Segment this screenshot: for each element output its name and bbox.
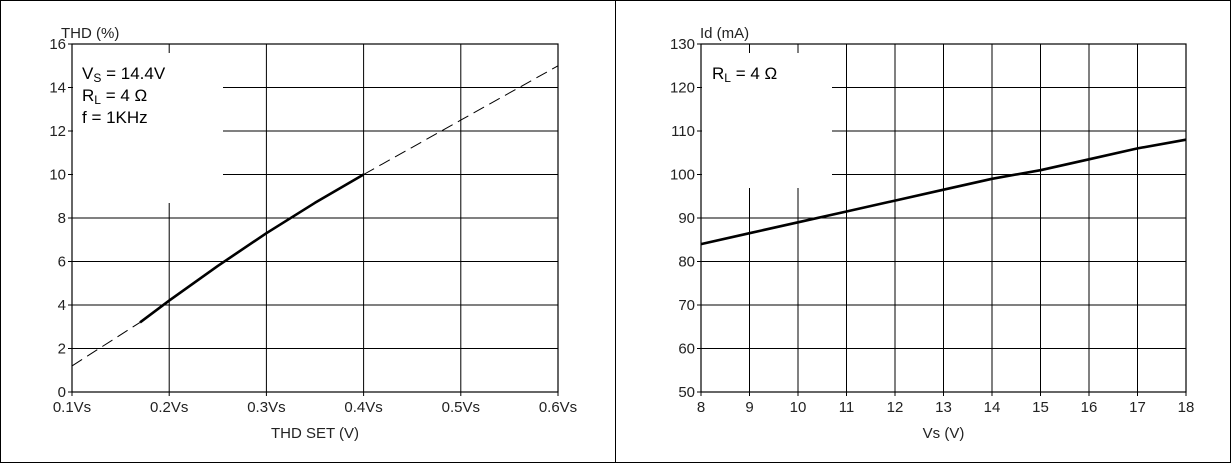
chart-annotation: RL = 4 Ω bbox=[82, 86, 147, 107]
series-line-dashed bbox=[363, 65, 559, 175]
annotation-mask bbox=[73, 53, 223, 203]
y-tick-label: 100 bbox=[670, 167, 695, 184]
id-chart: 8 9 10 11 12 13 14 15 16 17 18 50 60 70 80 90 100 110 120 1… bbox=[670, 25, 1195, 442]
thd-chart-panel: 0.1Vs 0.2Vs 0.3Vs 0.4Vs 0.5Vs 0.6Vs 0 2 4 6 8 10 12 1… bbox=[0, 0, 616, 463]
x-axis-label: Vs (V) bbox=[923, 425, 965, 442]
thd-chart: 0.1Vs 0.2Vs 0.3Vs 0.4Vs 0.5Vs 0.6Vs 0 2 4 6 8 10 12 1… bbox=[49, 25, 577, 442]
y-tick-label: 2 bbox=[58, 341, 66, 358]
series-line bbox=[139, 173, 365, 324]
x-axis-label: THD SET (V) bbox=[271, 425, 359, 442]
y-tick-label: 50 bbox=[678, 384, 695, 401]
x-tick-label: 0.6Vs bbox=[539, 399, 577, 416]
x-tick-label: 12 bbox=[887, 399, 904, 416]
y-tick-label: 4 bbox=[58, 297, 66, 314]
x-tick-label: 13 bbox=[935, 399, 952, 416]
x-tick-label: 0.2Vs bbox=[150, 399, 188, 416]
x-tick-label: 10 bbox=[790, 399, 807, 416]
x-tick-label: 17 bbox=[1129, 399, 1146, 416]
x-tick-label: 14 bbox=[984, 399, 1001, 416]
y-tick-label: 6 bbox=[58, 254, 66, 271]
id-chart-panel: 8 9 10 11 12 13 14 15 16 17 18 50 60 70 80 90 100 110 120 1… bbox=[615, 0, 1231, 463]
series-line-dashed bbox=[71, 321, 141, 367]
y-tick-label: 60 bbox=[678, 341, 695, 358]
x-tick-label: 0.5Vs bbox=[442, 399, 480, 416]
x-tick-label: 11 bbox=[839, 399, 855, 416]
y-tick-label: 90 bbox=[678, 210, 695, 227]
y-tick-label: 110 bbox=[671, 123, 695, 140]
y-tick-label: 12 bbox=[49, 123, 66, 140]
x-tick-label: 16 bbox=[1081, 399, 1098, 416]
x-tick-label: 0.3Vs bbox=[247, 399, 285, 416]
y-tick-label: 14 bbox=[49, 80, 66, 97]
y-tick-label: 8 bbox=[58, 210, 66, 227]
x-tick-label: 8 bbox=[697, 399, 705, 416]
y-tick-label: 70 bbox=[678, 297, 695, 314]
y-tick-label: 80 bbox=[678, 254, 695, 271]
y-tick-label: 130 bbox=[670, 36, 695, 53]
chart-annotation: RL = 4 Ω bbox=[712, 64, 777, 85]
y-tick-label: 10 bbox=[49, 167, 66, 184]
annotation-mask bbox=[702, 53, 832, 188]
x-tick-label: 0.1Vs bbox=[53, 399, 91, 416]
x-tick-label: 18 bbox=[1178, 399, 1195, 416]
y-tick-label: 0 bbox=[58, 384, 66, 401]
x-tick-label: 0.4Vs bbox=[344, 399, 382, 416]
series-line bbox=[700, 138, 1187, 246]
chart-annotation: VS = 14.4V bbox=[82, 64, 166, 85]
x-tick-label: 9 bbox=[745, 399, 753, 416]
y-tick-label: 120 bbox=[670, 80, 695, 97]
y-tick-label: 16 bbox=[49, 36, 66, 53]
chart-annotation: f = 1KHz bbox=[82, 108, 148, 127]
x-tick-label: 15 bbox=[1032, 399, 1049, 416]
y-axis-label: Id (mA) bbox=[700, 25, 749, 42]
y-axis-label: THD (%) bbox=[61, 25, 119, 42]
